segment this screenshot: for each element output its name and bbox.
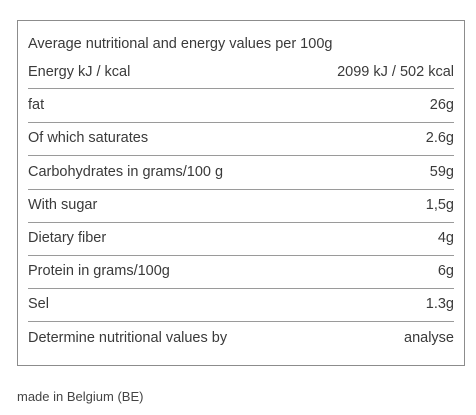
row-value: 2099 kJ / 502 kcal — [337, 64, 454, 80]
table-row: Of which saturates 2.6g — [28, 122, 454, 157]
row-value: 26g — [429, 97, 454, 114]
row-value: 2.6g — [425, 130, 454, 147]
table-row: Sel 1.3g — [28, 288, 454, 323]
row-label: Energy kJ / kcal — [28, 64, 131, 80]
row-label: fat — [28, 97, 45, 114]
row-value: analyse — [404, 329, 454, 346]
row-label: Protein in grams/100g — [28, 263, 170, 280]
row-value: 1,5g — [425, 196, 454, 213]
row-value: 6g — [437, 263, 454, 280]
table-row: Protein in grams/100g 6g — [28, 255, 454, 290]
table-row: Dietary fiber 4g — [28, 222, 454, 256]
nutrition-table: Average nutritional and energy values pe… — [17, 20, 465, 366]
row-value: 4g — [437, 230, 454, 246]
footer: made in Belgium (BE) — [17, 389, 144, 404]
row-label: With sugar — [28, 196, 98, 213]
row-label: Of which saturates — [28, 130, 149, 147]
row-label: Carbohydrates in grams/100 g — [28, 163, 224, 180]
row-label: Sel — [28, 296, 49, 313]
table-title: Average nutritional and energy values pe… — [28, 36, 333, 52]
table-row: Determine nutritional values by analyse — [28, 322, 454, 355]
row-label: Determine nutritional values by — [28, 329, 228, 346]
table-row: Carbohydrates in grams/100 g 59g — [28, 156, 454, 190]
row-label: Dietary fiber — [28, 230, 107, 246]
table-row: fat 26g — [28, 89, 454, 124]
row-value: 1.3g — [425, 296, 454, 313]
table-row: Energy kJ / kcal 2099 kJ / 502 kcal — [28, 56, 454, 89]
row-value: 59g — [429, 163, 454, 180]
table-row: With sugar 1,5g — [28, 189, 454, 223]
